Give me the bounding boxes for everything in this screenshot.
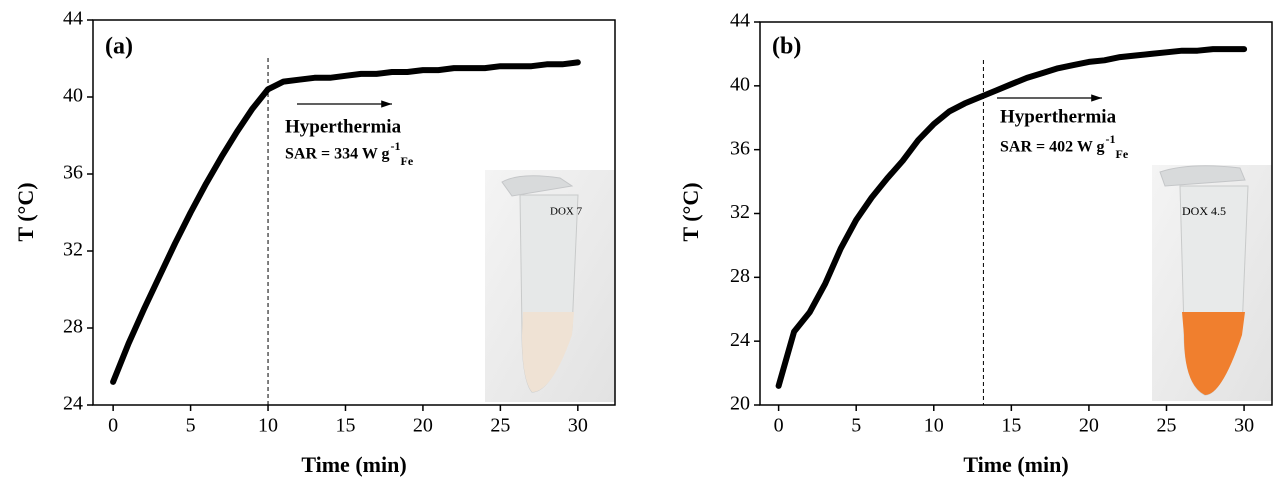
x-tick-label: 25 bbox=[490, 415, 510, 437]
y-tick-label: 36 bbox=[730, 137, 750, 159]
x-tick-label: 10 bbox=[258, 415, 278, 437]
sar-sub: Fe bbox=[1116, 147, 1129, 161]
y-tick-label: 24 bbox=[63, 393, 83, 415]
tube-text: DOX 7 bbox=[550, 206, 583, 218]
panel-label: (a) bbox=[105, 34, 133, 60]
x-tick-label: 5 bbox=[186, 415, 196, 437]
y-tick-label: 24 bbox=[730, 329, 750, 351]
panel-label: (b) bbox=[772, 34, 801, 60]
data-line bbox=[110, 59, 581, 385]
y-tick-label: 28 bbox=[63, 316, 83, 338]
x-tick-label: 0 bbox=[774, 415, 784, 437]
plot-frame bbox=[92, 19, 616, 406]
x-tick-label: 30 bbox=[1234, 415, 1254, 437]
y-tick-label: 44 bbox=[730, 10, 750, 32]
annotation: Hyperthermia bbox=[1000, 106, 1117, 127]
x-tick-label: 30 bbox=[568, 415, 588, 437]
x-tick-label: 0 bbox=[108, 415, 118, 437]
y-tick-label: 40 bbox=[730, 73, 750, 95]
sar-text: SAR = 402 W g bbox=[1000, 139, 1105, 156]
x-axis-label: Time (min) bbox=[301, 452, 406, 477]
y-axis-label: T (°C) bbox=[678, 182, 703, 241]
y-tick-label: 20 bbox=[730, 393, 750, 415]
y-tick-label: 28 bbox=[730, 265, 750, 287]
y-tick-label: 44 bbox=[63, 8, 83, 30]
tube-text: DOX 4.5 bbox=[1182, 204, 1226, 218]
x-tick-label: 15 bbox=[1001, 415, 1021, 437]
sar-sup: -1 bbox=[391, 139, 401, 153]
y-tick-label: 40 bbox=[63, 85, 83, 107]
x-tick-label: 25 bbox=[1156, 415, 1176, 437]
x-tick-label: 5 bbox=[851, 415, 861, 437]
sar-text: SAR = 334 W g bbox=[285, 146, 390, 163]
sar-sub: Fe bbox=[401, 154, 414, 168]
photo-b: DOX 4.5 bbox=[1152, 165, 1272, 401]
x-axis-label: Time (min) bbox=[963, 452, 1068, 477]
data-line bbox=[775, 46, 1248, 389]
x-tick-label: 10 bbox=[924, 415, 944, 437]
y-tick-label: 36 bbox=[63, 162, 83, 184]
x-tick-label: 20 bbox=[1079, 415, 1099, 437]
y-tick-label: 32 bbox=[730, 201, 750, 223]
x-tick-label: 20 bbox=[413, 415, 433, 437]
photo-a: DOX 7 bbox=[485, 170, 615, 402]
y-axis-label: T (°C) bbox=[13, 182, 38, 241]
annotation: Hyperthermia bbox=[285, 116, 402, 137]
x-tick-label: 15 bbox=[335, 415, 355, 437]
sar-sup: -1 bbox=[1106, 132, 1116, 146]
y-tick-label: 32 bbox=[63, 239, 83, 261]
